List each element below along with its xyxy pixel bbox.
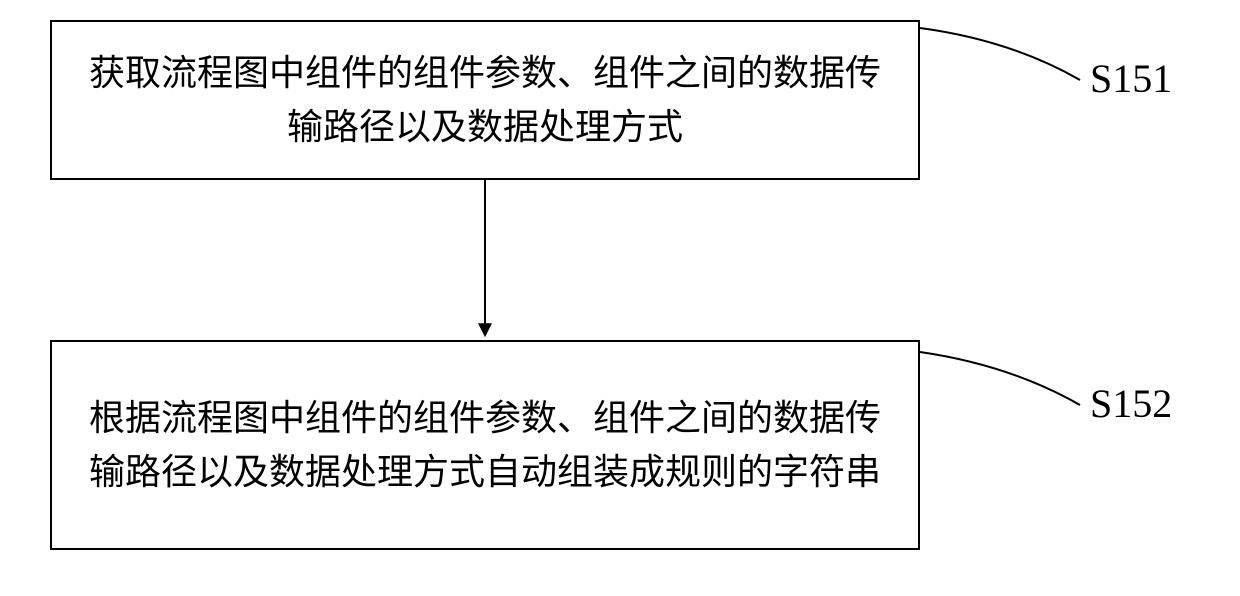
connector-to-s151: [920, 28, 1080, 80]
step-label-s152: S152: [1090, 380, 1172, 427]
node-s151-text: 获取流程图中组件的组件参数、组件之间的数据传输路径以及数据处理方式: [72, 46, 898, 154]
step-label-s152-text: S152: [1090, 381, 1172, 426]
flowchart-node-s151: 获取流程图中组件的组件参数、组件之间的数据传输路径以及数据处理方式: [50, 20, 920, 180]
step-label-s151-text: S151: [1090, 56, 1172, 101]
connector-to-s152: [920, 352, 1080, 405]
step-label-s151: S151: [1090, 55, 1172, 102]
flowchart-node-s152: 根据流程图中组件的组件参数、组件之间的数据传输路径以及数据处理方式自动组装成规则…: [50, 340, 920, 550]
flowchart-canvas: 获取流程图中组件的组件参数、组件之间的数据传输路径以及数据处理方式 根据流程图中…: [0, 0, 1240, 596]
node-s152-text: 根据流程图中组件的组件参数、组件之间的数据传输路径以及数据处理方式自动组装成规则…: [72, 391, 898, 499]
